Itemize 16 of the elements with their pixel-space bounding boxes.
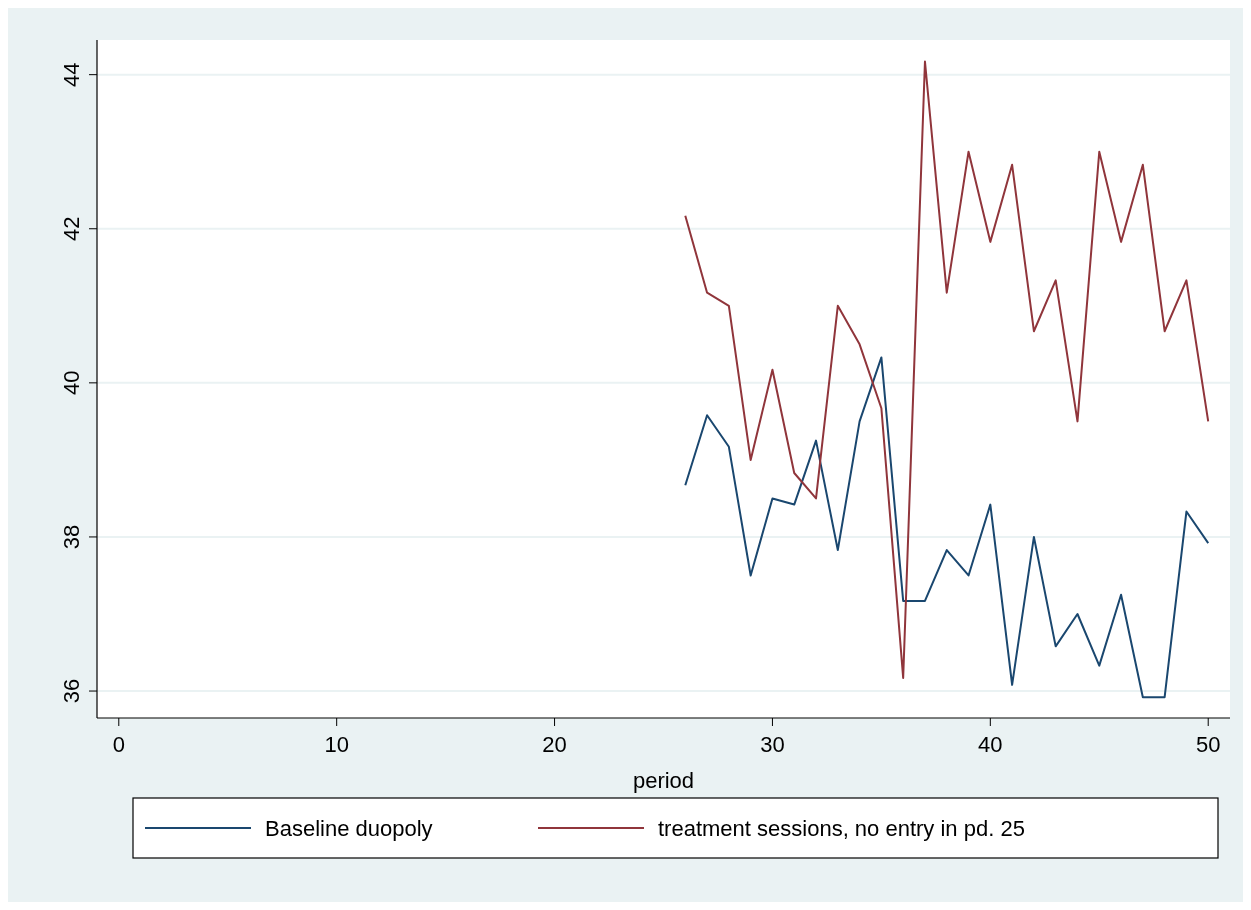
y-tick-label: 40 — [59, 370, 84, 396]
y-tick-label: 36 — [59, 678, 84, 704]
x-tick-label: 30 — [760, 732, 785, 757]
x-tick-label: 0 — [112, 732, 125, 757]
y-tick-label: 44 — [59, 62, 84, 87]
legend-label: treatment sessions, no entry in pd. 25 — [658, 816, 1025, 841]
x-tick-label: 50 — [1195, 732, 1221, 757]
legend-label: Baseline duopoly — [265, 816, 433, 841]
line-series — [684, 60, 1210, 679]
x-tick-label: 20 — [542, 732, 567, 757]
x-axis-title: period — [632, 768, 695, 793]
line-series — [684, 356, 1210, 699]
x-tick-label: 40 — [978, 732, 1003, 757]
y-tick-label: 38 — [59, 524, 84, 550]
y-tick-label: 42 — [59, 216, 84, 241]
x-tick-label: 10 — [324, 732, 349, 757]
